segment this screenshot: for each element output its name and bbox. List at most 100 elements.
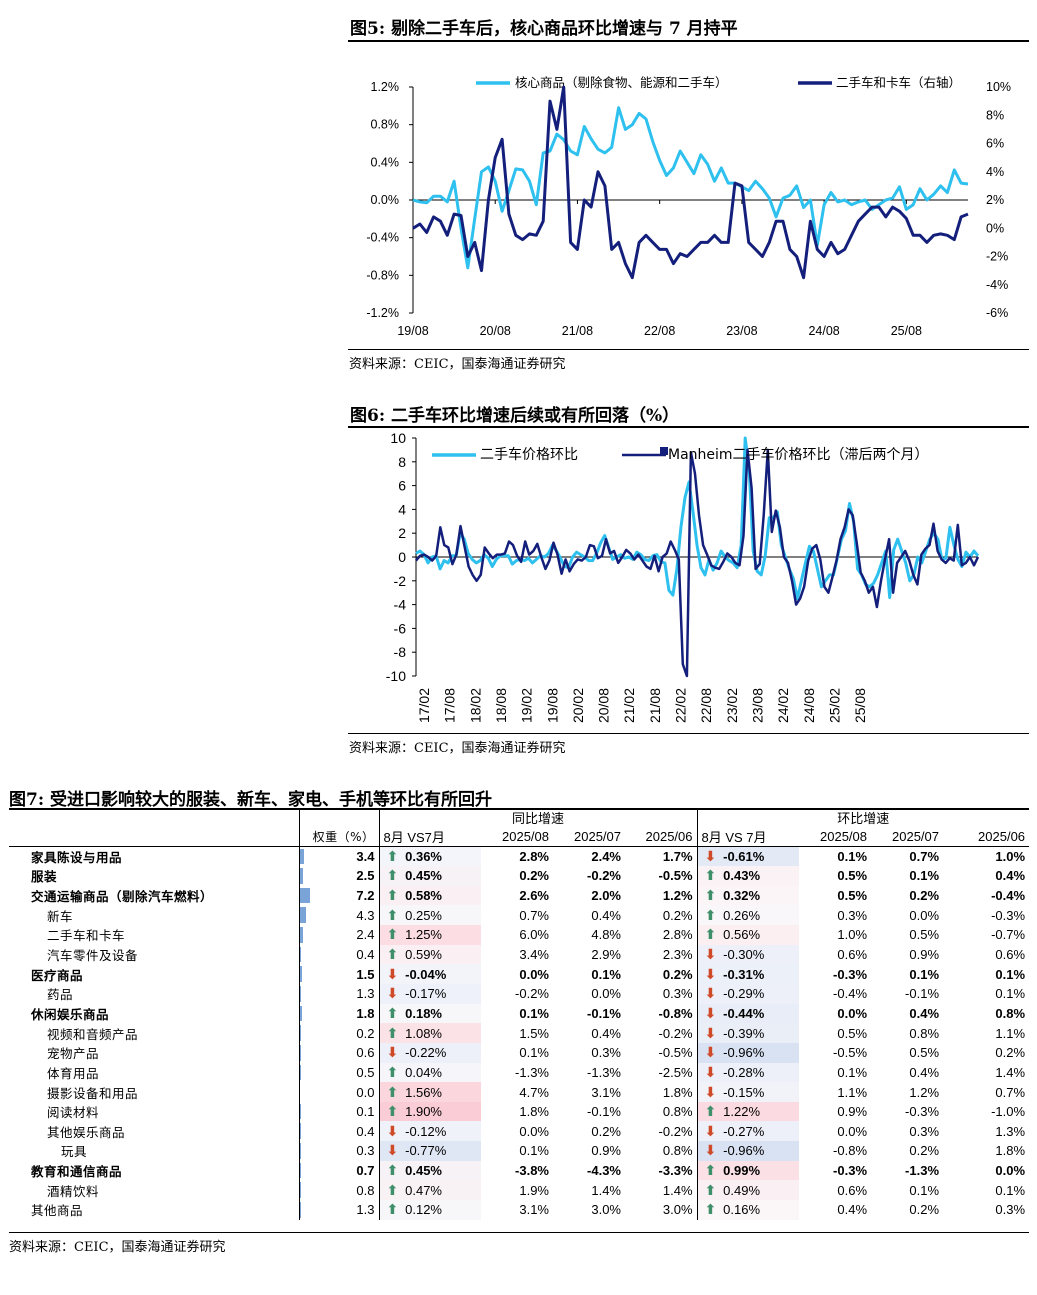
fig7-row-mom-change: ⬆ 0.16% <box>696 1200 800 1220</box>
fig7-table-row: 服装 2.5 ⬆ 0.45% 0.2% -0.2% -0.5% ⬆ 0.43% 0.5% 0.1… <box>9 866 1029 886</box>
arrow-up-icon: ⬆ <box>386 1083 399 1100</box>
fig7-row-yoy-0825: 6.0% <box>519 927 549 943</box>
fig5-x-label: 22/08 <box>644 324 675 338</box>
fig7-row-mom-0625: -1.0% <box>991 1104 1026 1120</box>
fig7-row-yoy-0725: 0.4% <box>591 1025 621 1041</box>
fig7-weight-value: 0.5 <box>356 1064 375 1080</box>
fig7-weight-bar <box>300 1182 301 1199</box>
fig6-y-label: 4 <box>398 501 406 517</box>
fig7-row-weight: 0.1 <box>298 1101 379 1122</box>
fig7-row-yoy-0725: 0.1% <box>591 966 621 982</box>
fig7-weight-bar <box>300 1123 301 1140</box>
fig5-legend-core: 核心商品（剔除食物、能源和二手车） <box>515 75 728 90</box>
fig7-row-name: 阅读材料 <box>47 1105 100 1121</box>
fig7-row-mom-0725: 0.3% <box>909 1123 940 1139</box>
fig7-weight-value: 3.4 <box>356 849 375 865</box>
fig7-table-row: 摄影设备和用品 0.0 ⬆ 1.56% 4.7% 3.1% 1.8% ⬇ -0.15% 1.1… <box>9 1082 1029 1102</box>
fig7-row-yoy-0825: 0.0% <box>519 966 549 982</box>
fig7-yoy-change-value: 0.59% <box>405 947 442 963</box>
fig7-row-name: 体育用品 <box>47 1065 100 1081</box>
fig7-table-row: 体育用品 0.5 ⬆ 0.04% -1.3% -1.3% -2.5% ⬇ -0.28% 0.1… <box>9 1062 1029 1083</box>
fig7-row-yoy-0725: 0.2% <box>591 1123 621 1139</box>
fig7-yoy-change-value: 0.47% <box>405 1182 442 1198</box>
fig7-row-yoy-0625: 2.3% <box>662 947 693 963</box>
fig7-row-mom-0825: 0.6% <box>837 947 868 963</box>
fig7-row-yoy-0625: -0.5% <box>658 868 693 884</box>
fig7-row-name: 医疗商品 <box>31 967 84 983</box>
fig7-row-yoy-0825: 1.9% <box>519 1182 549 1198</box>
fig7-row-yoy-0625: 0.2% <box>662 966 693 982</box>
arrow-up-icon: ⬆ <box>386 1181 399 1198</box>
fig7-row-yoy-0725: 0.3% <box>591 1045 621 1061</box>
fig7-row-mom-0825: 1.0% <box>837 927 868 943</box>
fig7-row-yoy-change: ⬆ 0.45% <box>378 1160 481 1181</box>
fig7-weight-bar <box>300 1044 301 1061</box>
fig6-chart: 10 8 6 4 2 0 -2 -4 -6 -8 -10 17/02 17/08 18/02 18/08 19… <box>386 430 980 723</box>
fig7-row-name: 汽车零件及设备 <box>47 948 139 964</box>
fig7-row-name: 休闲娱乐商品 <box>31 1006 110 1022</box>
fig7-row-yoy-change: ⬆ 1.08% <box>378 1023 481 1043</box>
fig5-y-right-label: -6% <box>986 306 1008 320</box>
fig7-header-yoy-vs: 8月 VS7月 <box>378 827 481 847</box>
arrow-up-icon: ⬆ <box>704 1103 717 1120</box>
fig7-weight-value: 1.5 <box>356 966 375 982</box>
arrow-up-icon: ⬆ <box>704 1162 717 1179</box>
fig7-header-row: 权重（%） 8月 VS7月 2025/08 2025/07 2025/06 8月… <box>9 827 1030 847</box>
fig7-row-yoy-0825: -3.8% <box>515 1163 549 1179</box>
fig7-header-yoy-0725: 2025/07 <box>574 829 621 844</box>
fig7-row-mom-0625: 1.0% <box>995 849 1026 865</box>
fig7-row-mom-0825: 0.9% <box>837 1104 868 1120</box>
fig7-row-yoy-0825: -1.3% <box>515 1064 549 1080</box>
fig7-weight-bar <box>300 927 303 943</box>
arrow-up-icon: ⬆ <box>386 1103 399 1120</box>
fig7-yoy-change-value: 0.25% <box>405 907 442 923</box>
fig6-title-rule <box>348 426 1029 428</box>
fig6-x-label: 20/08 <box>596 688 612 723</box>
fig6-x-label: 24/08 <box>801 688 817 723</box>
fig7-weight-bar <box>300 1064 301 1081</box>
fig7-row-weight: 0.3 <box>298 1141 379 1161</box>
fig7-row-yoy-0625: 3.0% <box>662 1202 693 1218</box>
fig7-yoy-change-value: -0.04% <box>405 966 447 982</box>
fig7-yoy-change-value: 1.56% <box>405 1084 442 1100</box>
fig7-weight-bar <box>300 849 305 865</box>
fig7-row-yoy-change: ⬆ 1.56% <box>378 1082 481 1102</box>
fig5-y-right-label: -4% <box>986 278 1008 292</box>
fig7-row-name: 视频和音频产品 <box>47 1026 139 1042</box>
fig7-row-mom-change: ⬇ -0.30% <box>696 944 800 965</box>
fig7-weight-bar <box>300 868 303 884</box>
fig7-row-mom-0825: 0.1% <box>837 1064 868 1080</box>
fig7-table-row: 交通运输商品（剔除汽车燃料） 7.2 ⬆ 0.58% 2.6% 2.0% 1.2% ⬆ 0.… <box>9 885 1029 906</box>
fig7-row-weight: 2.5 <box>298 866 379 886</box>
fig7-row-yoy-0825: 0.7% <box>519 907 549 923</box>
fig7-row-yoy-0825: 0.1% <box>519 1005 549 1021</box>
fig6-y-label: 6 <box>398 478 406 494</box>
arrow-up-icon: ⬆ <box>704 926 717 943</box>
fig5-bottom-rule <box>348 349 1029 350</box>
fig7-row-yoy-0625: -3.3% <box>658 1163 693 1179</box>
fig7-row-yoy-0825: -0.2% <box>515 986 549 1002</box>
fig7-source: 资料来源：CEIC，国泰海通证券研究 <box>9 1240 226 1255</box>
fig7-row-yoy-0725: -1.3% <box>587 1064 621 1080</box>
fig7-table-row: 玩具 0.3 ⬇ -0.77% 0.1% 0.9% 0.8% ⬇ -0.96% -0.8% 0.… <box>9 1141 1029 1161</box>
fig7-weight-bar <box>300 1162 301 1179</box>
fig7-row-yoy-change: ⬆ 0.47% <box>378 1180 481 1201</box>
fig7-mom-change-value: -0.15% <box>723 1084 765 1100</box>
fig7-group-mom: 环比增速 <box>696 808 1030 827</box>
fig7-weight-value: 0.8 <box>356 1182 375 1198</box>
fig6-y-label: 10 <box>390 430 406 446</box>
fig7-weight-value: 4.3 <box>356 907 375 923</box>
fig7-header-mom-0625: 2025/06 <box>978 829 1026 844</box>
fig7-row-mom-0825: 0.1% <box>837 849 868 865</box>
fig7-table-row: 家具陈设与用品 3.4 ⬆ 0.36% 2.8% 2.4% 1.7% ⬇ -0.61% 0.1… <box>9 846 1029 867</box>
fig7-row-mom-0825: 0.5% <box>837 888 868 904</box>
fig7-yoy-change-value: -0.17% <box>405 986 447 1002</box>
fig7-weight-bar <box>300 1005 302 1022</box>
fig5-series-core-line <box>412 106 969 270</box>
fig5-y-left-label: 0.4% <box>371 155 400 169</box>
fig7-row-mom-change: ⬇ -0.27% <box>696 1121 800 1142</box>
fig7-row-mom-0725: 0.1% <box>909 868 940 884</box>
arrow-down-icon: ⬇ <box>704 1024 717 1041</box>
arrow-up-icon: ⬆ <box>386 1063 399 1080</box>
fig7-row-weight: 1.5 <box>298 964 379 984</box>
